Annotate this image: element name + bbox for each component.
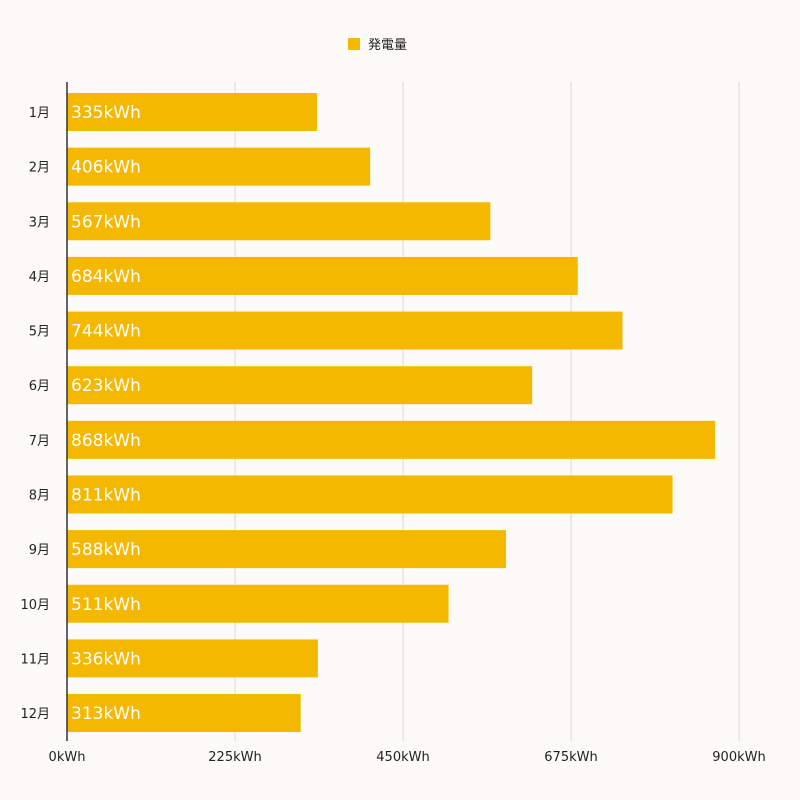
x-tick-label: 450kWh: [376, 750, 429, 765]
bar-value-label: 588kWh: [71, 540, 141, 560]
bar[interactable]: [67, 420, 716, 459]
y-category-label: 6月: [29, 379, 50, 394]
x-tick-label: 225kWh: [208, 750, 261, 765]
bar[interactable]: [67, 694, 301, 733]
y-category-label: 7月: [29, 434, 50, 449]
bar-value-label: 335kWh: [71, 103, 141, 123]
bar[interactable]: [67, 311, 623, 350]
bar-value-label: 684kWh: [71, 267, 141, 287]
bar[interactable]: [67, 93, 318, 131]
bar[interactable]: [67, 475, 673, 514]
x-tick-label: 675kWh: [544, 750, 597, 765]
bar-value-label: 406kWh: [71, 158, 141, 178]
legend[interactable]: 発電量: [348, 38, 407, 53]
bar-value-label: 313kWh: [71, 704, 141, 724]
x-tick-label: 0kWh: [49, 750, 86, 765]
bar-value-label: 868kWh: [71, 431, 141, 451]
x-axis-ticks: 0kWh 225kWh 450kWh 675kWh 900kWh: [49, 750, 766, 765]
bars: 335kWh 406kWh 567kWh 684kWh 744kWh 623kWh 868k…: [67, 93, 716, 733]
y-category-label: 2月: [29, 161, 50, 176]
y-category-label: 11月: [20, 652, 50, 667]
y-category-label: 3月: [29, 215, 50, 230]
bar[interactable]: [67, 366, 533, 405]
bar-value-label: 511kWh: [71, 595, 141, 615]
y-category-label: 1月: [29, 106, 50, 121]
legend-label: 発電量: [368, 38, 407, 53]
bar-value-label: 567kWh: [71, 212, 141, 232]
gridlines: [234, 82, 740, 741]
y-category-label: 9月: [29, 543, 50, 558]
y-category-label: 5月: [29, 325, 50, 340]
y-category-label: 4月: [29, 270, 50, 285]
bar-value-label: 811kWh: [71, 485, 141, 505]
bar-value-label: 336kWh: [71, 649, 141, 669]
bar[interactable]: [67, 202, 491, 241]
bar-value-label: 744kWh: [71, 322, 141, 342]
bar[interactable]: [67, 147, 371, 186]
bar[interactable]: [67, 584, 449, 623]
x-tick-label: 900kWh: [712, 750, 765, 765]
y-axis-categories: 1月 2月 3月 4月 5月 6月 7月 8月 9月 10月 11月 12月: [20, 106, 50, 722]
legend-swatch: [348, 38, 360, 50]
bar[interactable]: [67, 256, 578, 295]
y-category-label: 10月: [20, 598, 50, 613]
bar[interactable]: [67, 639, 318, 678]
bar-value-label: 623kWh: [71, 376, 141, 396]
y-category-label: 12月: [20, 707, 50, 722]
bar[interactable]: [67, 530, 507, 569]
y-category-label: 8月: [29, 488, 50, 503]
